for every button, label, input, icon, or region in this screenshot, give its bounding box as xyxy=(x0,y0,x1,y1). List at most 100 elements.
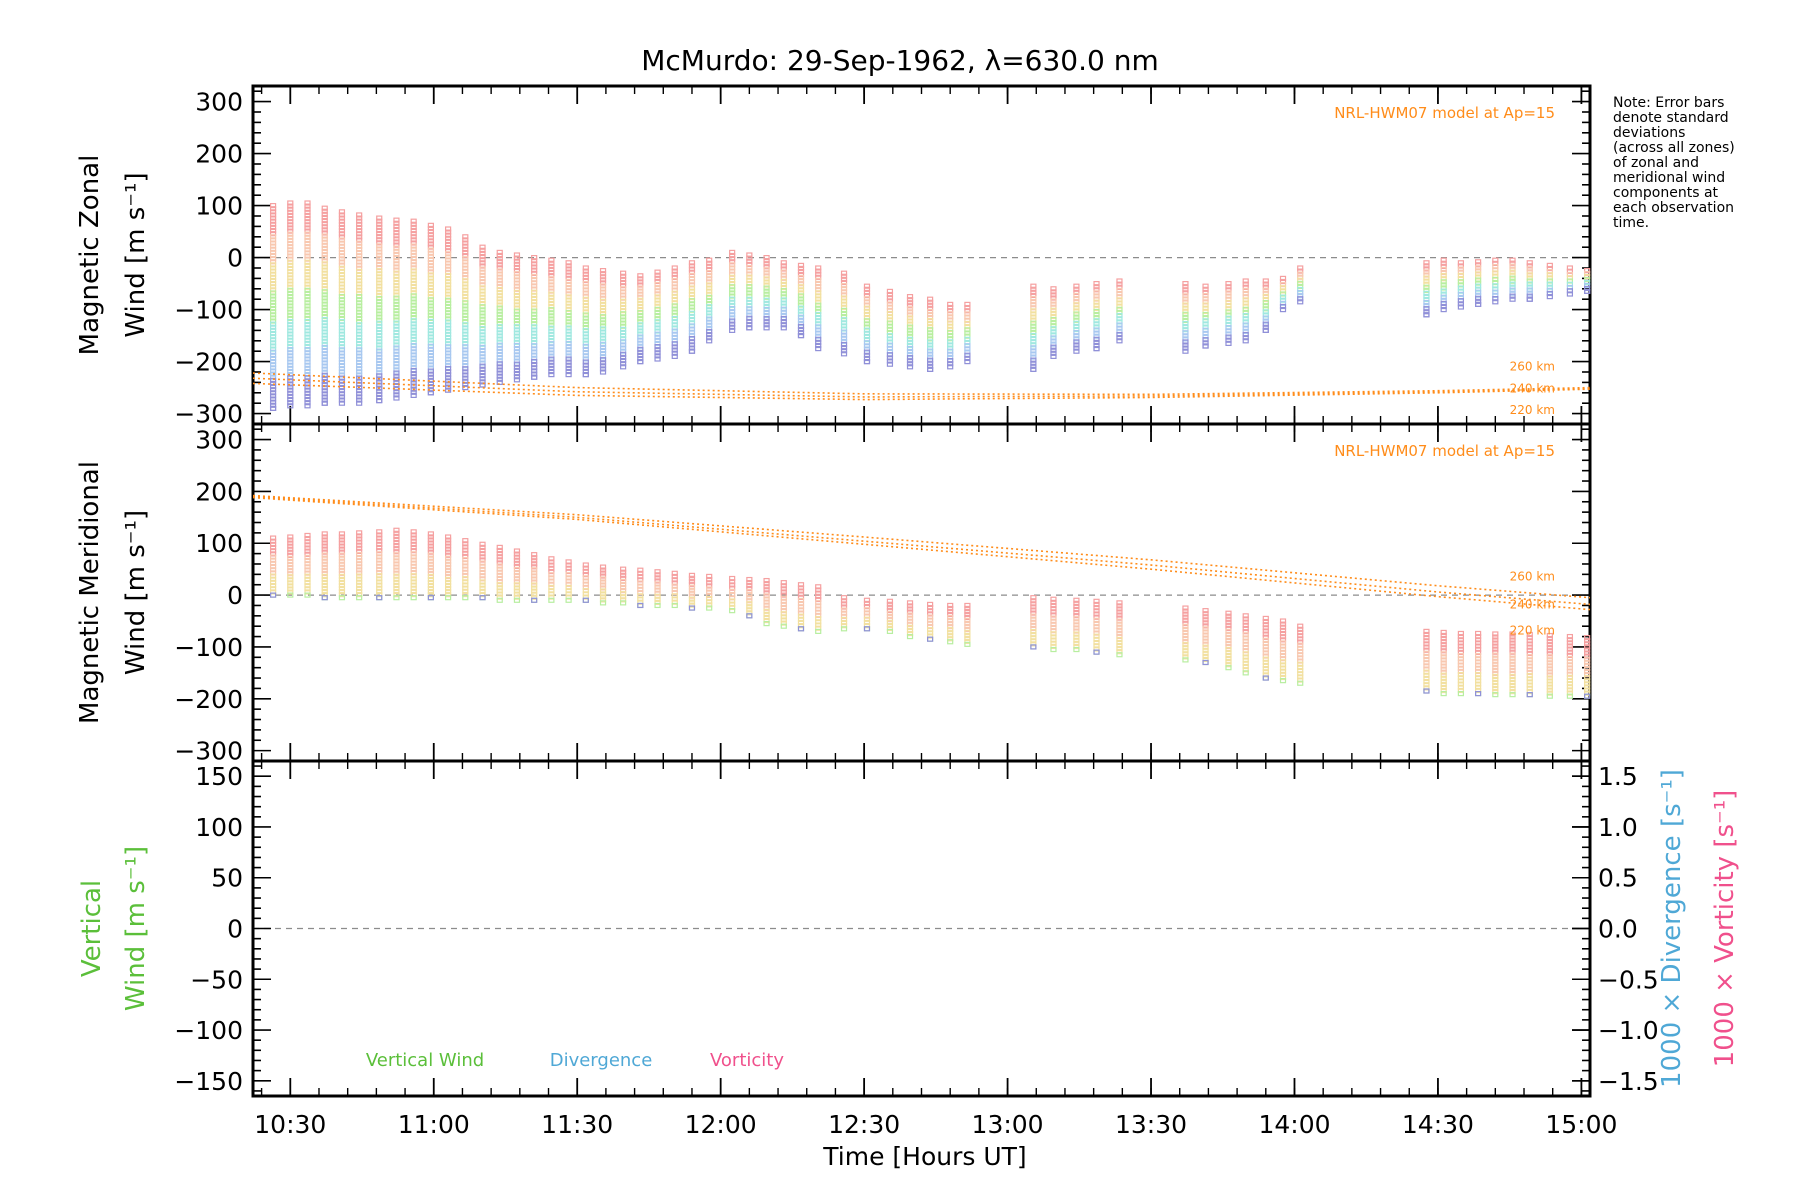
observation-point xyxy=(1093,617,1100,623)
observation-point xyxy=(637,340,644,346)
observation-point xyxy=(321,561,328,567)
observation-point xyxy=(906,361,914,367)
observation-point xyxy=(427,272,434,278)
observation-column xyxy=(863,283,871,365)
observation-point xyxy=(393,245,400,251)
observation-point xyxy=(304,278,311,284)
observation-point xyxy=(287,322,294,328)
observation-point xyxy=(1262,618,1269,625)
observation-point xyxy=(376,243,383,249)
observation-point xyxy=(1546,275,1553,281)
observation-point xyxy=(287,571,294,577)
observation-point xyxy=(287,359,294,365)
observation-column xyxy=(1262,278,1269,333)
observation-point xyxy=(393,533,400,540)
observation-point xyxy=(927,321,934,327)
observation-point xyxy=(1073,302,1080,308)
observation-point xyxy=(444,567,452,573)
observation-point xyxy=(376,240,383,246)
x-tick-label: 11:00 xyxy=(398,1110,470,1139)
observation-point xyxy=(1440,654,1447,660)
observation-point xyxy=(287,552,294,558)
observation-point xyxy=(1242,322,1249,328)
observation-point xyxy=(763,282,770,288)
observation-point xyxy=(287,240,294,247)
observation-point xyxy=(1225,296,1232,302)
observation-point xyxy=(479,344,486,351)
observation-point xyxy=(444,576,452,583)
observation-point xyxy=(654,569,661,575)
observation-point xyxy=(269,315,277,321)
observation-point xyxy=(444,372,452,378)
observation-point xyxy=(1116,615,1123,621)
observation-point xyxy=(1297,639,1304,645)
observation-point xyxy=(444,260,452,266)
observation-point xyxy=(1526,663,1533,669)
observation-point xyxy=(410,361,417,367)
observation-point xyxy=(637,570,644,577)
observation-point xyxy=(356,306,363,312)
observation-point xyxy=(356,551,363,558)
observation-point xyxy=(269,560,277,567)
observation-point xyxy=(688,329,696,335)
observation-point xyxy=(620,342,627,348)
observation-point xyxy=(427,321,434,328)
observation-point xyxy=(797,278,805,284)
observation-column xyxy=(1225,610,1232,671)
observation-point xyxy=(1297,296,1304,302)
observation-point xyxy=(582,588,589,594)
observation-point xyxy=(1050,609,1057,615)
observation-point xyxy=(304,567,311,573)
observation-point xyxy=(287,403,294,409)
observation-point xyxy=(599,567,607,573)
observation-point xyxy=(376,385,383,391)
observation-point xyxy=(1509,682,1516,689)
observation-point xyxy=(410,280,417,287)
observation-point xyxy=(321,534,328,540)
observation-point xyxy=(376,320,383,326)
y-tick-label: 0 xyxy=(227,581,243,610)
observation-point xyxy=(548,581,555,587)
observation-point xyxy=(906,351,914,358)
observation-point xyxy=(1423,296,1430,303)
observation-point xyxy=(1073,603,1080,610)
observation-column xyxy=(582,265,589,378)
observation-point xyxy=(304,309,311,315)
observation-point xyxy=(338,303,346,309)
observation-point xyxy=(338,325,346,331)
observation-column xyxy=(927,296,934,372)
observation-point xyxy=(840,283,848,289)
observation-outlier xyxy=(321,400,328,406)
observation-point xyxy=(1116,603,1123,609)
observation-point xyxy=(531,365,538,371)
observation-point xyxy=(1423,278,1430,284)
observation-point xyxy=(1423,635,1430,641)
observation-point xyxy=(780,291,787,297)
observation-point xyxy=(1423,682,1430,688)
observation-point xyxy=(462,547,469,553)
observation-point xyxy=(1457,646,1464,652)
observation-point xyxy=(338,319,346,325)
observation-point xyxy=(1584,659,1591,665)
observation-column xyxy=(531,552,538,603)
observation-point xyxy=(964,304,971,311)
observation-point xyxy=(1526,685,1533,691)
observation-outlier xyxy=(479,382,486,388)
observation-point xyxy=(780,281,787,288)
observation-point xyxy=(1182,651,1189,657)
observation-point xyxy=(1297,623,1304,629)
observation-point xyxy=(321,573,328,580)
observation-point xyxy=(269,582,277,589)
observation-point xyxy=(1423,631,1430,638)
y-axis-label-line2: Wind [m s⁻¹] xyxy=(121,510,151,675)
observation-point xyxy=(376,271,383,277)
observation-point xyxy=(688,317,696,323)
observation-point xyxy=(1546,687,1553,693)
observation-point xyxy=(496,262,503,268)
observation-point xyxy=(513,305,521,311)
observation-point xyxy=(444,229,452,235)
observation-point xyxy=(1030,302,1037,308)
observation-point xyxy=(444,285,452,291)
observation-point xyxy=(1202,638,1209,644)
